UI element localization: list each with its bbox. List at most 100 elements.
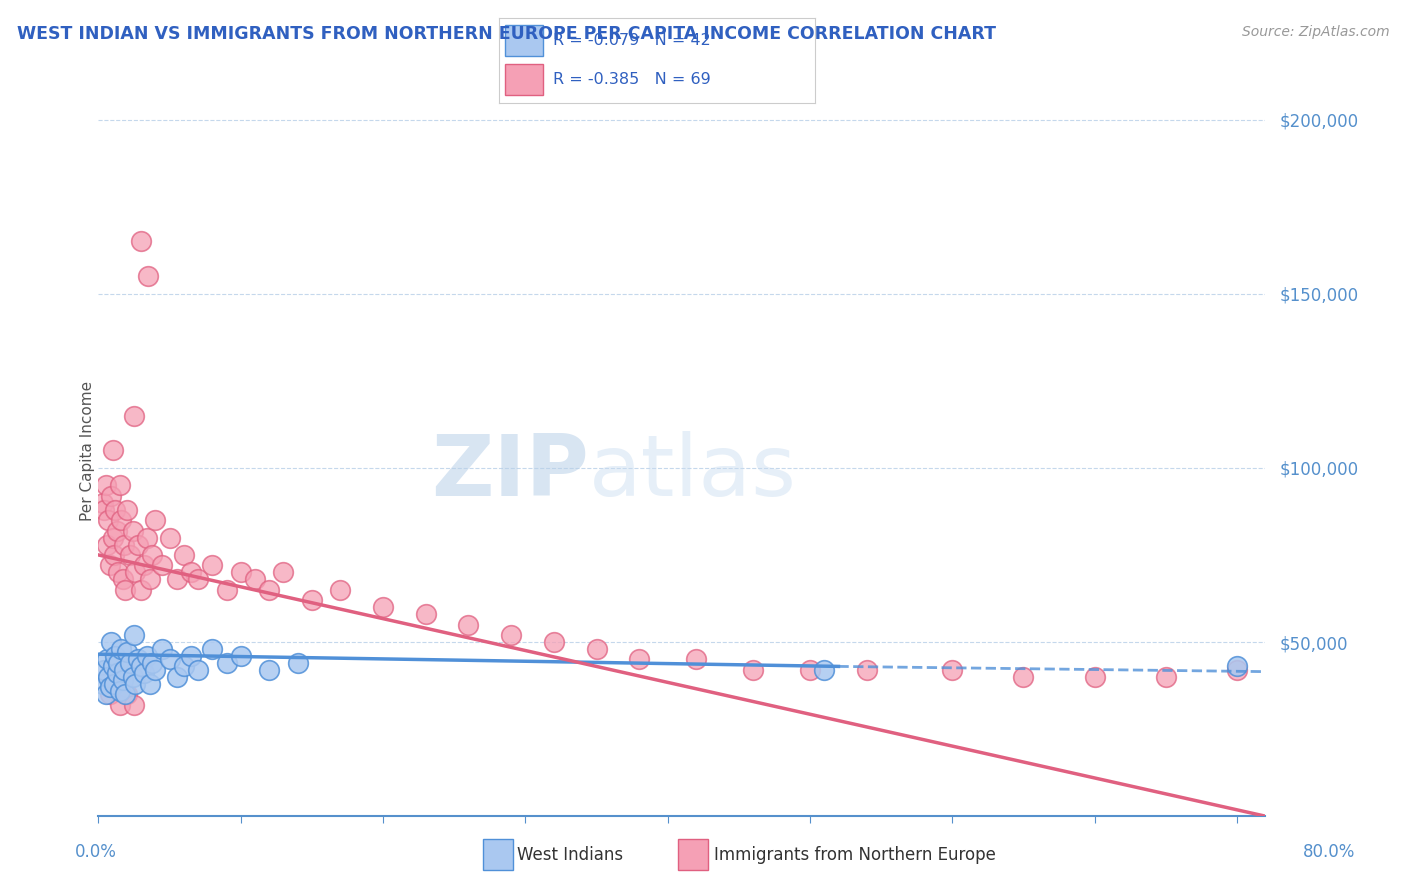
- Point: [138, 572, 160, 586]
- Point: [941, 663, 963, 677]
- Point: [110, 642, 132, 657]
- Point: [107, 656, 129, 670]
- Text: Immigrants from Northern Europe: Immigrants from Northern Europe: [714, 846, 995, 863]
- Text: atlas: atlas: [589, 431, 797, 514]
- Point: [112, 663, 135, 677]
- Point: [257, 582, 280, 597]
- Point: [115, 645, 138, 659]
- Point: [103, 548, 125, 562]
- Point: [229, 648, 252, 663]
- Point: [371, 600, 394, 615]
- Point: [108, 478, 131, 492]
- Point: [129, 235, 152, 249]
- Point: [215, 656, 238, 670]
- Text: R = -0.385   N = 69: R = -0.385 N = 69: [553, 72, 710, 87]
- Point: [143, 513, 166, 527]
- Point: [124, 566, 146, 580]
- Point: [799, 663, 821, 677]
- Point: [243, 572, 266, 586]
- Point: [118, 656, 141, 670]
- Point: [94, 478, 117, 492]
- Point: [91, 496, 114, 510]
- FancyBboxPatch shape: [506, 64, 543, 95]
- Point: [1226, 663, 1249, 677]
- Point: [98, 681, 121, 695]
- Point: [543, 635, 565, 649]
- Point: [91, 677, 114, 691]
- Point: [628, 652, 651, 666]
- Point: [100, 489, 122, 503]
- Point: [111, 572, 134, 586]
- Point: [101, 531, 124, 545]
- Point: [301, 593, 323, 607]
- Point: [152, 558, 174, 573]
- Text: 80.0%: 80.0%: [1302, 843, 1355, 861]
- Point: [97, 513, 120, 527]
- Point: [159, 531, 181, 545]
- Point: [1084, 670, 1107, 684]
- Point: [93, 502, 115, 516]
- Point: [138, 677, 160, 691]
- Point: [114, 582, 136, 597]
- Point: [115, 687, 138, 701]
- Text: WEST INDIAN VS IMMIGRANTS FROM NORTHERN EUROPE PER CAPITA INCOME CORRELATION CHA: WEST INDIAN VS IMMIGRANTS FROM NORTHERN …: [17, 25, 995, 43]
- Point: [121, 670, 143, 684]
- Point: [201, 558, 224, 573]
- Point: [141, 548, 163, 562]
- Point: [229, 566, 252, 580]
- Point: [129, 659, 152, 673]
- Point: [100, 635, 122, 649]
- Point: [111, 673, 134, 688]
- Point: [110, 513, 132, 527]
- Point: [180, 648, 202, 663]
- Point: [96, 652, 118, 666]
- Point: [135, 648, 157, 663]
- Point: [101, 659, 124, 673]
- Text: West Indians: West Indians: [517, 846, 623, 863]
- Point: [127, 652, 149, 666]
- Point: [94, 687, 117, 701]
- Point: [287, 656, 309, 670]
- Point: [813, 663, 835, 677]
- Point: [122, 698, 145, 712]
- Point: [1154, 670, 1177, 684]
- Point: [1226, 659, 1249, 673]
- Point: [101, 443, 124, 458]
- Point: [103, 677, 125, 691]
- Point: [501, 628, 523, 642]
- Point: [115, 502, 138, 516]
- Point: [173, 548, 195, 562]
- Point: [107, 566, 129, 580]
- Text: R = -0.079   N = 42: R = -0.079 N = 42: [553, 33, 710, 48]
- Point: [329, 582, 352, 597]
- Point: [98, 687, 121, 701]
- Point: [166, 670, 188, 684]
- Point: [135, 531, 157, 545]
- Point: [127, 537, 149, 551]
- Point: [121, 524, 143, 538]
- Point: [97, 670, 120, 684]
- Point: [108, 698, 131, 712]
- Point: [104, 648, 127, 663]
- Point: [215, 582, 238, 597]
- Point: [856, 663, 879, 677]
- Point: [257, 663, 280, 677]
- Point: [143, 663, 166, 677]
- Point: [152, 642, 174, 657]
- Point: [166, 572, 188, 586]
- Point: [201, 642, 224, 657]
- Point: [105, 666, 128, 681]
- Point: [124, 677, 146, 691]
- Point: [112, 537, 135, 551]
- Point: [108, 683, 131, 698]
- Point: [273, 566, 295, 580]
- Text: 0.0%: 0.0%: [75, 843, 117, 861]
- Point: [132, 666, 155, 681]
- Point: [159, 652, 181, 666]
- Point: [187, 572, 209, 586]
- Y-axis label: Per Capita Income: Per Capita Income: [80, 380, 94, 521]
- Point: [122, 409, 145, 423]
- Point: [136, 269, 159, 284]
- Point: [129, 582, 152, 597]
- Point: [104, 502, 127, 516]
